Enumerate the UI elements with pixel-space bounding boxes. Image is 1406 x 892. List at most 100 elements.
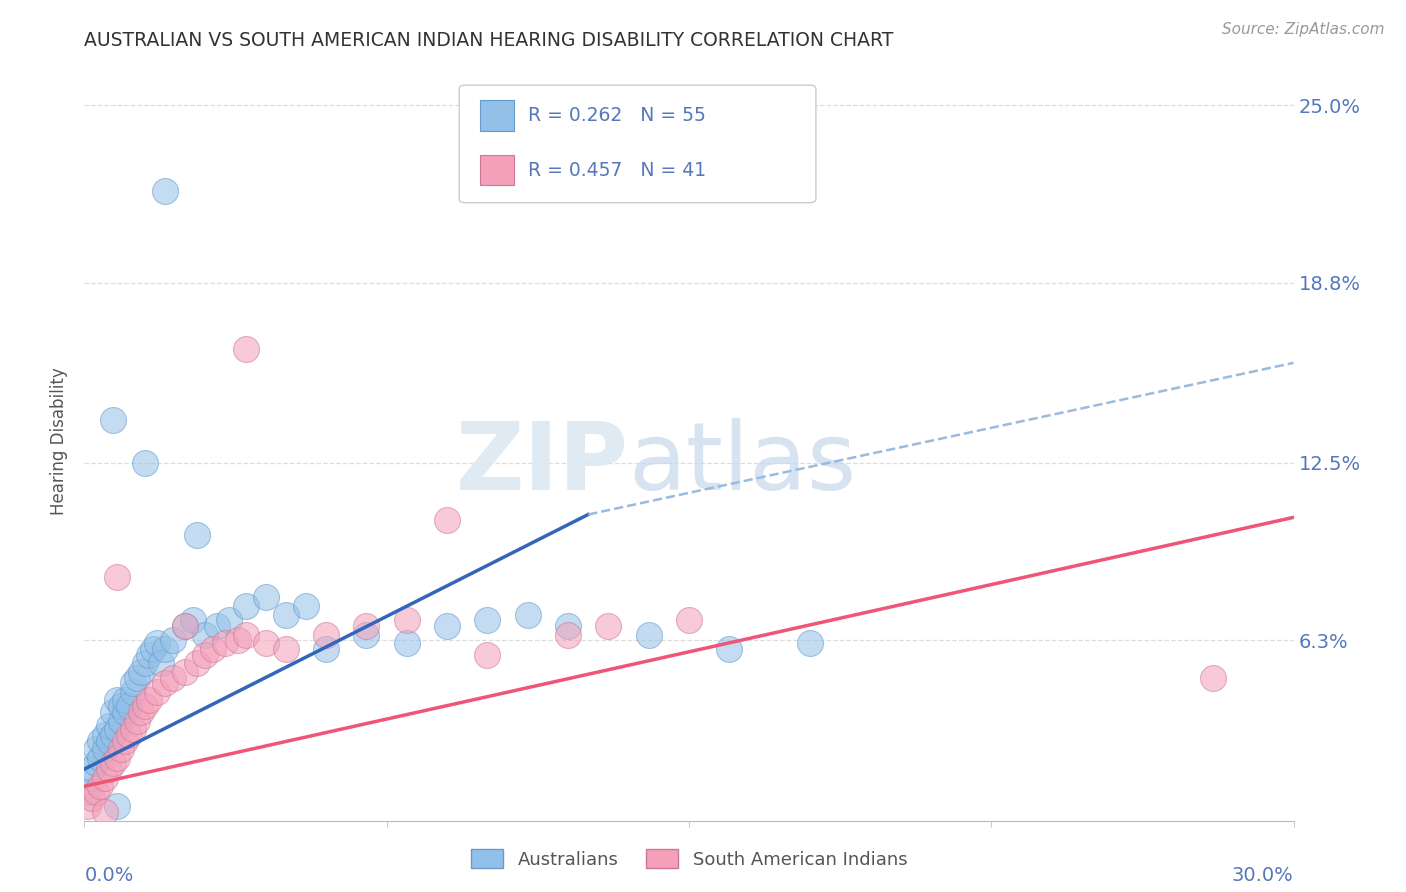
FancyBboxPatch shape [479, 101, 513, 130]
Point [274, 642, 297, 657]
Point [153, 184, 176, 198]
Text: ZIP: ZIP [456, 418, 628, 510]
Point [86, 756, 108, 771]
Point [799, 636, 821, 650]
Point [557, 628, 579, 642]
Point [121, 722, 143, 736]
Point [125, 714, 148, 728]
Point [82, 762, 104, 776]
Point [235, 342, 257, 356]
Point [477, 648, 499, 662]
Point [146, 685, 169, 699]
Point [395, 636, 418, 650]
Point [153, 676, 176, 690]
Point [146, 636, 169, 650]
Point [207, 619, 229, 633]
Point [82, 790, 104, 805]
Point [218, 613, 240, 627]
Point [202, 642, 225, 657]
Point [114, 693, 136, 707]
Point [89, 733, 111, 747]
Point [598, 619, 620, 633]
Point [254, 591, 277, 605]
Point [718, 642, 741, 657]
Point [101, 413, 124, 427]
Point [86, 742, 108, 756]
Point [637, 628, 659, 642]
Point [101, 705, 124, 719]
Point [101, 756, 124, 771]
Point [105, 799, 128, 814]
Point [134, 657, 156, 671]
Point [356, 619, 378, 633]
Point [97, 762, 120, 776]
Point [174, 665, 197, 679]
Point [114, 733, 136, 747]
Text: 0.0%: 0.0% [84, 866, 134, 886]
Text: AUSTRALIAN VS SOUTH AMERICAN INDIAN HEARING DISABILITY CORRELATION CHART: AUSTRALIAN VS SOUTH AMERICAN INDIAN HEAR… [84, 30, 894, 50]
Text: R = 0.457   N = 41: R = 0.457 N = 41 [529, 161, 706, 179]
Point [516, 607, 538, 622]
Point [118, 728, 141, 742]
Point [93, 771, 115, 785]
Point [86, 785, 108, 799]
Point [110, 714, 132, 728]
Point [110, 742, 132, 756]
Point [129, 665, 152, 679]
Point [149, 657, 172, 671]
Point [93, 728, 115, 742]
Point [235, 628, 257, 642]
Point [134, 699, 156, 714]
Point [186, 527, 208, 541]
Point [153, 642, 176, 657]
Point [194, 648, 217, 662]
Point [162, 633, 184, 648]
Text: Source: ZipAtlas.com: Source: ZipAtlas.com [1222, 22, 1385, 37]
Point [315, 628, 337, 642]
Point [77, 785, 100, 799]
Point [97, 733, 120, 747]
Point [194, 628, 217, 642]
Point [436, 513, 458, 527]
FancyBboxPatch shape [460, 85, 815, 202]
Text: 30.0%: 30.0% [1232, 866, 1294, 886]
Point [1202, 671, 1225, 685]
Point [110, 699, 132, 714]
Point [114, 705, 136, 719]
Point [315, 642, 337, 657]
Point [477, 613, 499, 627]
Point [82, 771, 104, 785]
Point [77, 799, 100, 814]
Point [89, 780, 111, 794]
Point [174, 619, 197, 633]
Legend: Australians, South American Indians: Australians, South American Indians [464, 842, 914, 876]
Point [118, 699, 141, 714]
Point [129, 705, 152, 719]
Point [395, 613, 418, 627]
Point [138, 693, 160, 707]
Point [105, 750, 128, 764]
Point [121, 676, 143, 690]
Y-axis label: Hearing Disability: Hearing Disability [51, 368, 69, 516]
Point [97, 719, 120, 733]
Point [134, 456, 156, 470]
Point [214, 636, 236, 650]
Point [235, 599, 257, 613]
Point [186, 657, 208, 671]
Point [93, 742, 115, 756]
Point [274, 607, 297, 622]
Text: R = 0.262   N = 55: R = 0.262 N = 55 [529, 106, 706, 125]
Point [121, 685, 143, 699]
FancyBboxPatch shape [479, 155, 513, 186]
Point [105, 722, 128, 736]
Point [125, 671, 148, 685]
Point [101, 728, 124, 742]
Point [138, 648, 160, 662]
Point [105, 693, 128, 707]
Point [89, 750, 111, 764]
Point [557, 619, 579, 633]
Point [356, 628, 378, 642]
Point [678, 613, 700, 627]
Point [181, 613, 204, 627]
Point [162, 671, 184, 685]
